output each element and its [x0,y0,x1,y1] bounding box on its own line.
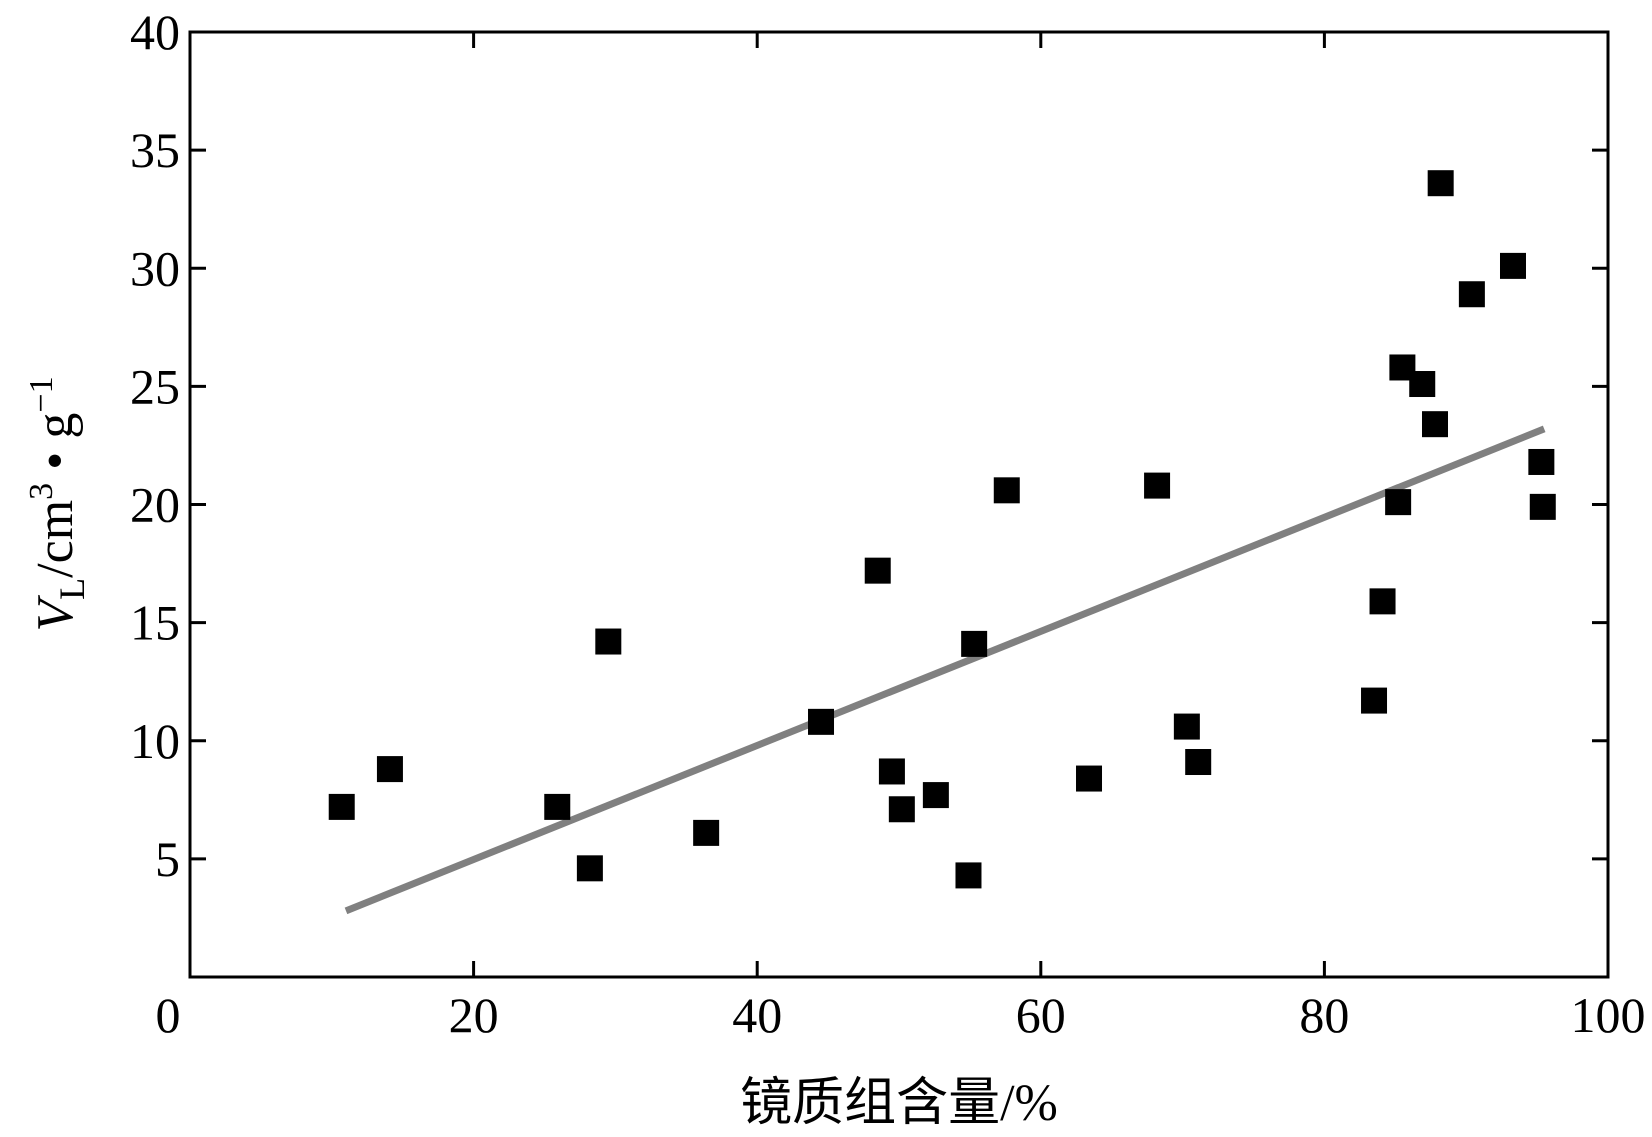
data-point [595,628,622,655]
data-points [328,170,1556,889]
y-axis-label: VL/cm3 • g−1 [23,376,92,631]
axis-ticks [188,30,1610,977]
data-point [888,796,915,823]
data-point [1144,472,1171,499]
data-point [544,793,571,820]
trend-line [344,425,1546,915]
x-tick-label: 0 [156,987,181,1043]
data-point [878,758,905,785]
data-point [922,782,949,809]
data-point [1422,411,1449,438]
data-point [1458,281,1485,308]
x-tick-label: 20 [449,987,499,1043]
data-point [1499,252,1526,279]
y-tick-label: 5 [155,831,180,887]
data-point [1528,448,1555,475]
x-tick-label: 40 [732,987,782,1043]
y-tick-label: 35 [130,122,180,178]
y-axis-unit-mid: • g [27,413,84,483]
data-point [1173,713,1200,740]
data-point [1185,749,1212,776]
data-point [808,708,835,735]
y-axis-symbol: V [27,595,84,632]
data-point [1409,371,1436,398]
x-tick-label: 60 [1016,987,1066,1043]
y-tick-label: 20 [130,477,180,533]
x-tick-label: 100 [1571,987,1646,1043]
y-tick-label: 15 [130,595,180,651]
y-tick-label: 10 [130,713,180,769]
y-tick-label: 30 [130,240,180,296]
data-point [1427,170,1454,197]
y-tick-label: 25 [130,358,180,414]
data-point [1385,489,1412,516]
data-point [1529,493,1556,520]
data-point [1369,588,1396,615]
data-point [955,862,982,889]
data-point [576,855,603,882]
tick-labels: 0 20 40 60 80 100 5 10 15 20 25 30 35 40 [130,4,1646,1043]
y-axis-unit-power: 3 [23,483,60,500]
x-axis-label: 镜质组含量/% [740,1075,1058,1132]
data-point [864,557,891,584]
data-point [1076,765,1103,792]
y-tick-label: 40 [130,4,180,60]
data-point [376,756,403,783]
y-axis-subscript: L [52,578,92,600]
data-point [328,793,355,820]
x-tick-label: 80 [1299,987,1349,1043]
data-point [961,630,988,657]
y-axis-unit-power2: −1 [23,376,60,412]
data-point [993,477,1020,504]
y-axis-unit-prefix: /cm [27,500,84,578]
data-point [1361,687,1388,714]
data-point [693,819,720,846]
